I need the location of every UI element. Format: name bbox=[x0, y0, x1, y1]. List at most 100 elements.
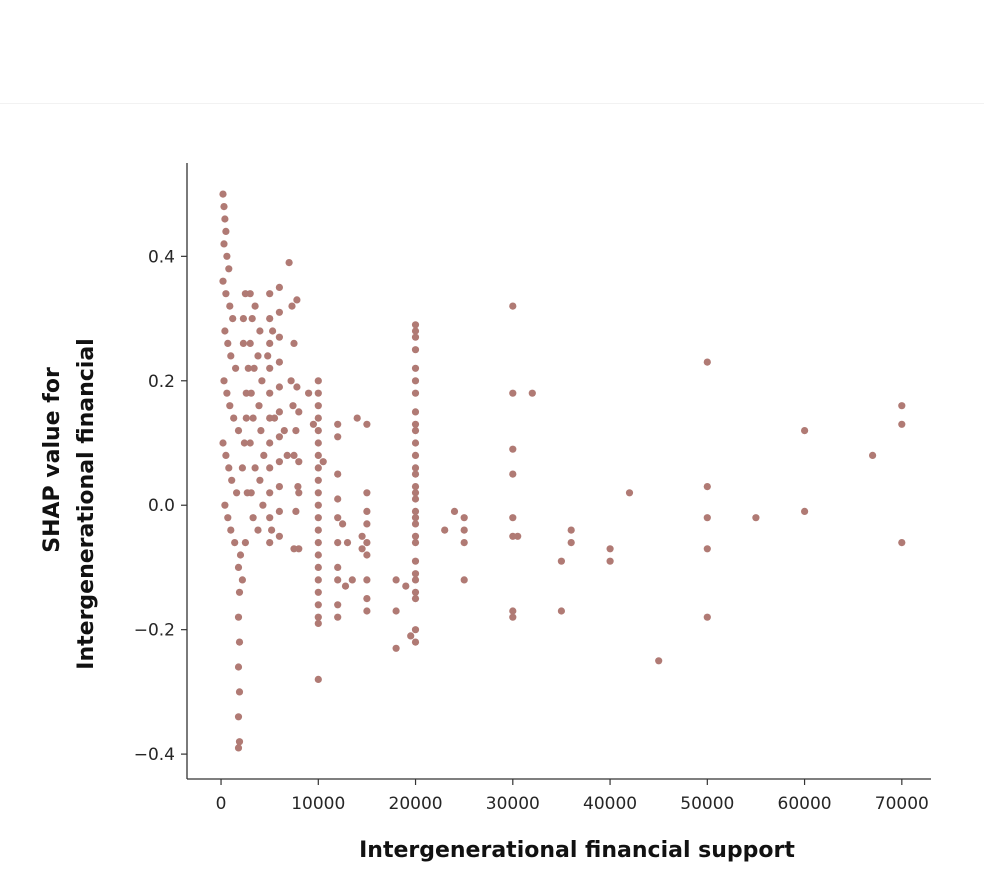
data-point bbox=[239, 339, 247, 347]
data-point bbox=[703, 514, 711, 522]
data-point bbox=[275, 408, 283, 416]
data-point bbox=[411, 470, 420, 478]
data-point bbox=[341, 582, 350, 590]
data-point bbox=[898, 402, 906, 410]
x-tick-label: 0 bbox=[216, 794, 227, 814]
data-point bbox=[411, 464, 420, 472]
x-tick-label: 10000 bbox=[291, 794, 345, 814]
data-point bbox=[314, 619, 322, 628]
data-point bbox=[411, 507, 420, 515]
data-point bbox=[260, 451, 268, 459]
data-point bbox=[285, 259, 293, 267]
data-point bbox=[275, 333, 283, 341]
data-point bbox=[314, 476, 322, 484]
data-point bbox=[334, 601, 342, 609]
data-point bbox=[334, 495, 342, 503]
data-point bbox=[334, 539, 342, 547]
data-point bbox=[258, 377, 266, 385]
data-point bbox=[314, 539, 322, 547]
data-point bbox=[270, 414, 279, 422]
data-point bbox=[220, 377, 228, 385]
data-point bbox=[293, 296, 301, 304]
data-point bbox=[235, 688, 244, 696]
data-point bbox=[411, 539, 420, 547]
x-tick-label: 60000 bbox=[778, 794, 832, 814]
data-point bbox=[246, 439, 254, 447]
data-point bbox=[528, 389, 536, 397]
data-point bbox=[411, 427, 420, 435]
data-point bbox=[247, 389, 255, 397]
data-point bbox=[343, 539, 352, 547]
data-point bbox=[251, 302, 259, 310]
data-point bbox=[411, 570, 420, 578]
data-point bbox=[509, 445, 517, 453]
data-point bbox=[225, 464, 233, 472]
data-point bbox=[275, 532, 283, 540]
data-point bbox=[363, 507, 371, 515]
data-point bbox=[223, 389, 231, 397]
data-point bbox=[266, 339, 274, 347]
data-point bbox=[703, 545, 711, 553]
y-axis-title-line-2: Intergenerational financial bbox=[74, 338, 99, 669]
y-tick-label: 0.2 bbox=[148, 372, 175, 392]
data-point bbox=[363, 576, 371, 584]
data-point bbox=[247, 489, 255, 497]
data-point bbox=[275, 308, 283, 316]
data-point bbox=[290, 339, 298, 347]
data-point bbox=[275, 458, 283, 466]
data-point bbox=[295, 545, 303, 553]
data-point bbox=[219, 439, 227, 447]
data-point bbox=[411, 333, 420, 341]
x-axis-title: Intergenerational financial support bbox=[359, 838, 795, 863]
axes: 0 10000 20000 30000 40000 50000 60000 70000 −0.4… bbox=[134, 163, 931, 814]
y-tick-label: −0.2 bbox=[134, 621, 175, 641]
data-point bbox=[334, 563, 342, 572]
data-point bbox=[752, 514, 760, 522]
data-point bbox=[703, 483, 711, 491]
data-point bbox=[266, 464, 274, 472]
data-point bbox=[363, 595, 371, 603]
data-point bbox=[450, 507, 459, 515]
data-point bbox=[234, 663, 243, 671]
data-point bbox=[314, 551, 322, 559]
data-point bbox=[319, 458, 327, 466]
data-point bbox=[234, 744, 243, 752]
data-point bbox=[288, 302, 296, 310]
data-point bbox=[275, 283, 283, 291]
data-point bbox=[283, 451, 291, 459]
data-point bbox=[266, 290, 274, 298]
data-point bbox=[509, 302, 517, 310]
y-tick-label: 0.0 bbox=[148, 496, 175, 516]
data-point bbox=[411, 377, 420, 385]
data-point bbox=[801, 427, 809, 435]
data-point bbox=[224, 339, 232, 347]
data-point bbox=[292, 427, 300, 435]
x-tick-label: 50000 bbox=[680, 794, 734, 814]
data-point bbox=[295, 458, 303, 466]
data-point bbox=[334, 514, 342, 522]
data-point bbox=[256, 327, 264, 335]
data-point bbox=[235, 738, 244, 746]
data-point bbox=[348, 576, 356, 584]
data-point bbox=[259, 501, 267, 509]
data-point bbox=[411, 439, 420, 447]
data-point bbox=[509, 389, 517, 397]
x-tick-label: 70000 bbox=[875, 794, 929, 814]
scatter-points bbox=[219, 190, 906, 752]
data-point bbox=[266, 315, 274, 323]
data-point bbox=[226, 402, 234, 410]
data-point bbox=[339, 520, 347, 528]
data-point bbox=[411, 408, 420, 416]
data-point bbox=[407, 632, 415, 640]
data-point bbox=[801, 507, 809, 515]
data-point bbox=[222, 451, 230, 459]
data-point bbox=[220, 240, 228, 248]
data-point bbox=[411, 588, 420, 596]
data-point bbox=[289, 402, 297, 410]
data-point bbox=[275, 483, 283, 491]
data-point bbox=[222, 227, 230, 235]
data-point bbox=[238, 576, 246, 584]
data-point bbox=[557, 557, 566, 565]
data-point bbox=[226, 302, 234, 310]
data-point bbox=[250, 364, 258, 372]
